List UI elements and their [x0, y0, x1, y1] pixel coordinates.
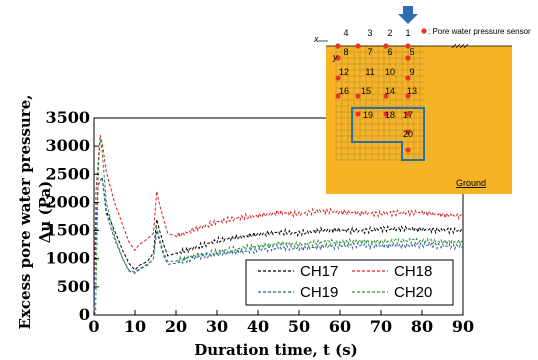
inset-y-axis-label: y: [332, 52, 338, 62]
x-tick-label: 60: [329, 317, 351, 336]
legend-label-ch19: CH19: [300, 284, 338, 301]
y-tick-label: 1500: [45, 221, 90, 240]
sensor-number: 7: [367, 47, 372, 57]
sensor-number: 11: [365, 67, 374, 77]
y-tick-label: 2000: [45, 192, 90, 211]
sensor-dot: [335, 93, 341, 99]
sensor-dot: [383, 43, 389, 49]
sensor-number: 4: [343, 28, 348, 38]
sensor-number: 17: [403, 110, 413, 120]
sensor-dot: [405, 43, 411, 49]
sensor-number: 6: [387, 47, 392, 57]
outline-region: [351, 107, 425, 161]
sensor-dot: [355, 111, 361, 117]
sensor-dot: [335, 43, 341, 49]
sensor-dot: [355, 43, 361, 49]
series-line-ch20: [93, 137, 464, 316]
y-tick-label: 3500: [45, 108, 90, 127]
legend-items: CH17 CH18 CH19 CH20: [258, 263, 432, 301]
x-axis-ticks: 0 10 20 30 40 50 60 70 80 90: [88, 310, 474, 336]
x-tick-label: 10: [124, 317, 146, 336]
y-tick-label: 2500: [45, 164, 90, 183]
sensor-dot: [405, 147, 411, 153]
sensor-dot: [405, 75, 411, 81]
sensor-number: 15: [361, 86, 371, 96]
sensor-legend-text: : Pore water pressure sensor: [428, 27, 531, 36]
sensor-number: 20: [403, 129, 413, 139]
inset-x-axis-label: x: [313, 34, 319, 44]
ground-label: Ground: [456, 178, 486, 188]
x-axis-label: Duration time, t (s): [194, 341, 358, 359]
series-line-ch18: [93, 134, 464, 316]
sensor-dot: [405, 93, 411, 99]
y-tick-label: 3000: [45, 136, 90, 155]
sensor-number: 9: [409, 67, 414, 77]
series-layer: [93, 134, 464, 316]
y-tick-label: 0: [79, 305, 90, 324]
sensor-number: 8: [343, 47, 348, 57]
sensor-number: 10: [385, 67, 395, 77]
sensor-number: 14: [385, 86, 395, 96]
sensor-legend-dot: [421, 28, 427, 34]
y-axis-label-line2: Δu (Pa): [36, 181, 54, 244]
y-axis-ticks: 0 500 1000 1500 2000 2500 3000 3500: [45, 108, 99, 324]
sensor-dot: [405, 55, 411, 61]
legend-box: [245, 259, 454, 306]
chart: 0 10 20 30 40 50 60 70 80 90 0 500 1000 1500 2000 2500…: [16, 95, 474, 359]
y-axis-label-line1: Excess pore water pressure,: [16, 95, 34, 330]
sensor-number: 5: [409, 47, 414, 57]
series-line-ch19: [93, 175, 464, 316]
x-tick-label: 50: [288, 317, 310, 336]
load-arrow-icon: [398, 6, 418, 24]
sensor-number: 2: [387, 28, 392, 38]
legend-label-ch17: CH17: [300, 263, 338, 280]
x-tick-label: 80: [411, 317, 433, 336]
legend-label-ch18: CH18: [394, 263, 432, 280]
sensor-number: 1: [405, 28, 410, 38]
x-tick-label: 0: [88, 317, 99, 336]
sensor-number: 19: [363, 110, 373, 120]
sensor-dot: [383, 93, 389, 99]
plot-frame: [93, 117, 464, 316]
inset-sensors: [335, 43, 411, 153]
sensor-dot: [405, 129, 411, 135]
legend: CH17 CH18 CH19 CH20: [245, 259, 454, 306]
sensor-number: 18: [385, 110, 395, 120]
ground-area: [326, 46, 512, 194]
y-tick-label: 500: [57, 277, 90, 296]
x-axis-label-text: Duration time, t (s): [194, 341, 358, 359]
legend-label-ch20: CH20: [394, 284, 432, 301]
sensor-dot: [355, 93, 361, 99]
sensor-number: 12: [339, 67, 349, 77]
sensor-number: 16: [339, 86, 349, 96]
sensor-dot: [335, 75, 341, 81]
x-tick-label: 70: [370, 317, 392, 336]
series-line-ch17: [93, 175, 464, 316]
x-tick-label: 40: [247, 317, 269, 336]
surface-hatching: [451, 43, 469, 49]
x-tick-label: 20: [165, 317, 187, 336]
sensor-dot: [383, 111, 389, 117]
x-tick-label: 90: [452, 317, 474, 336]
inset-grid: [335, 45, 424, 161]
sensor-number: 3: [367, 28, 372, 38]
x-tick-label: 30: [206, 317, 228, 336]
y-tick-label: 1000: [45, 249, 90, 268]
sensor-dot: [405, 111, 411, 117]
sensor-dot: [335, 55, 341, 61]
sensor-number: 13: [407, 86, 417, 96]
